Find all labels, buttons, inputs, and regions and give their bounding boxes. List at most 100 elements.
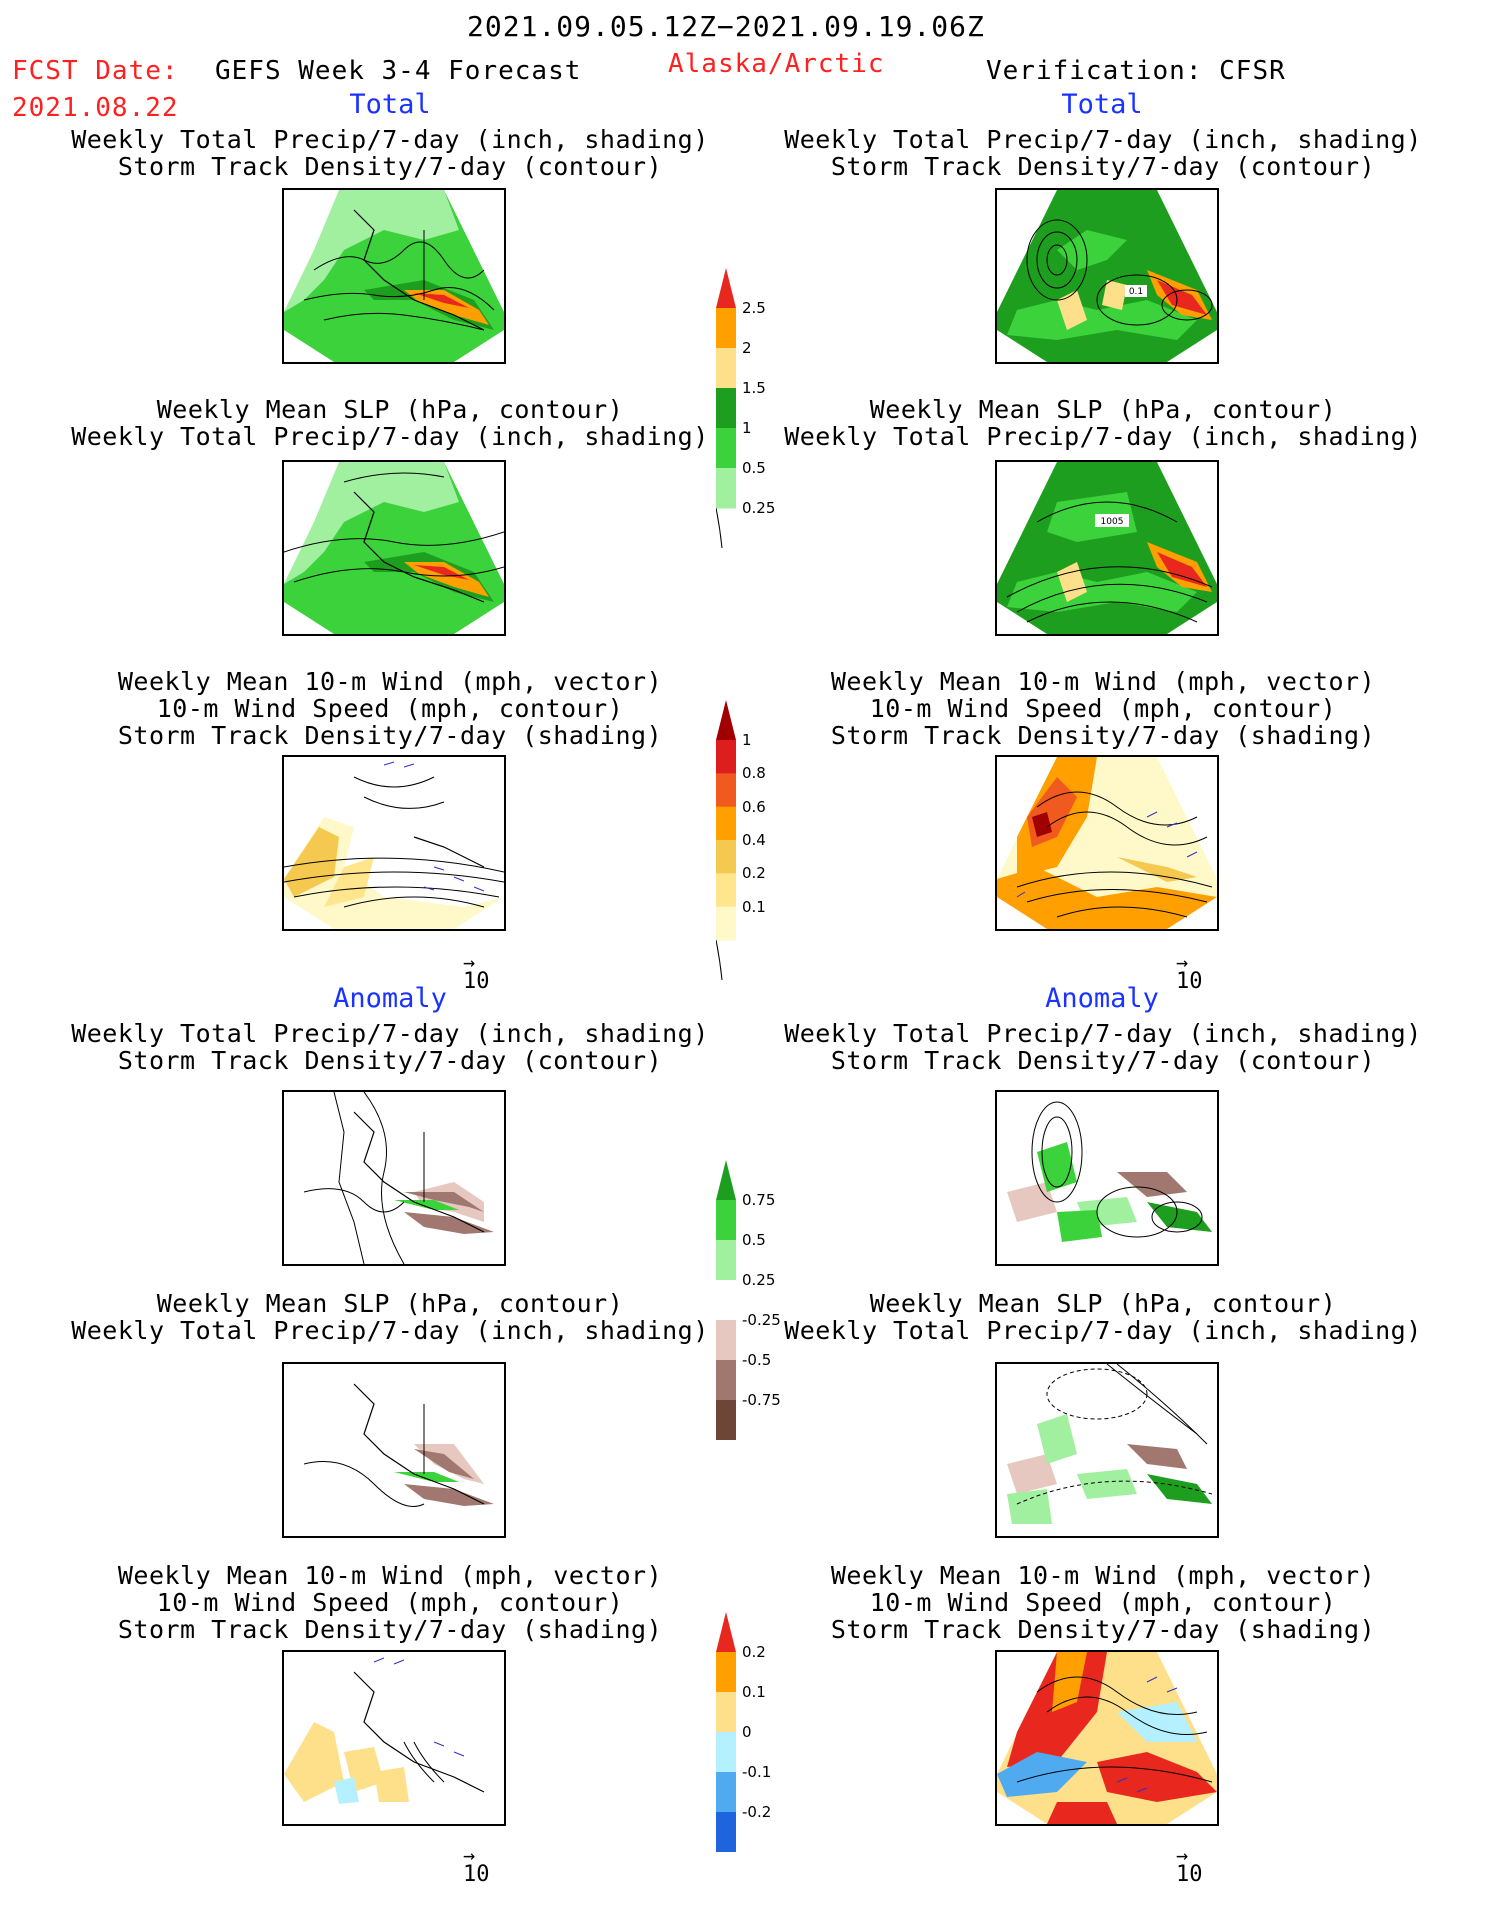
colorbar-tail <box>716 939 723 980</box>
title-line: 10-m Wind Speed (mph, contour) <box>869 694 1337 723</box>
title-line: Weekly Mean SLP (hPa, contour) <box>156 395 624 424</box>
colorbar-tick-label: 0.8 <box>742 764 766 783</box>
map-total-precip-forecast <box>282 188 506 364</box>
panel-title-anom-precip-left: Weekly Total Precip/7-day (inch, shading… <box>40 1020 740 1074</box>
contour-label: 1005 <box>1101 517 1124 527</box>
colorbar-swatch <box>716 840 736 874</box>
title-line: Weekly Mean 10-m Wind (mph, vector) <box>830 667 1376 696</box>
vector-reference-label: 10 <box>1176 1862 1203 1887</box>
map-anom-slp-forecast <box>282 1362 506 1538</box>
panel-title-total-slp-right: Weekly Mean SLP (hPa, contour) Weekly To… <box>753 396 1453 450</box>
colorbar-swatch <box>716 1280 736 1321</box>
title-line: Weekly Mean 10-m Wind (mph, vector) <box>117 667 663 696</box>
arrow-right-icon: → <box>1176 950 1189 974</box>
vector-reference-label: 10 <box>463 969 490 994</box>
title-line: Weekly Total Precip/7-day (inch, shading… <box>71 1019 709 1048</box>
colorbar-tick-label: 1.5 <box>742 379 766 397</box>
section-total-left: Total <box>349 89 431 120</box>
colorbar-swatch <box>716 1812 736 1852</box>
colorbar-tick-label: 0.5 <box>742 459 766 477</box>
colorbar-tick-label: 1 <box>742 419 752 437</box>
panel-title-anom-slp-right: Weekly Mean SLP (hPa, contour) Weekly To… <box>753 1290 1453 1344</box>
colorbar-graphic <box>716 1612 736 1852</box>
map-anom-wind-verification <box>995 1650 1219 1826</box>
title-line: Storm Track Density/7-day (shading) <box>830 1615 1376 1644</box>
colorbar-swatch <box>716 1200 736 1241</box>
panel-title-total-precip-left: Weekly Total Precip/7-day (inch, shading… <box>40 126 740 180</box>
colorbar-tick-label: 0.1 <box>742 1683 766 1701</box>
colorbar-swatch <box>716 806 736 841</box>
colorbar-swatch <box>716 1732 736 1773</box>
colorbar-graphic <box>716 268 736 548</box>
panel-title-total-wind-right: Weekly Mean 10-m Wind (mph, vector) 10-m… <box>753 668 1453 749</box>
map-anom-precip-forecast <box>282 1090 506 1266</box>
vector-reference-total-right: → 10 <box>1176 950 1203 994</box>
colorbar-swatch <box>716 1772 736 1813</box>
colorbar-swatch <box>716 873 736 908</box>
vector-reference-anom-right: → 10 <box>1176 1843 1203 1887</box>
panel-title-anom-wind-right: Weekly Mean 10-m Wind (mph, vector) 10-m… <box>753 1562 1453 1643</box>
map-total-slp-verification: 1005 <box>995 460 1219 636</box>
colorbar-tick-label: 1 <box>742 731 752 749</box>
colorbar-swatch <box>716 428 736 469</box>
title-line: Storm Track Density/7-day (shading) <box>830 721 1376 750</box>
arrow-right-icon: → <box>463 950 476 974</box>
colorbar-tick-label: 0.5 <box>742 1231 766 1249</box>
map-anom-precip-verification <box>995 1090 1219 1266</box>
title-line: Weekly Total Precip/7-day (inch, shading… <box>71 1316 709 1345</box>
colorbar-tick-label: -0.75 <box>742 1391 781 1409</box>
colorbar-tick-label: 0.1 <box>742 897 766 916</box>
colorbar-tick-label: 2.5 <box>742 299 766 317</box>
title-line: Weekly Mean 10-m Wind (mph, vector) <box>117 1561 663 1590</box>
colorbar-cap <box>716 1160 736 1200</box>
title-line: Weekly Total Precip/7-day (inch, shading… <box>784 1019 1422 1048</box>
colorbar-tick-label: 0.2 <box>742 1643 766 1661</box>
title-line: Weekly Mean SLP (hPa, contour) <box>869 1289 1337 1318</box>
map-anom-wind-forecast <box>282 1650 506 1826</box>
colorbar-storm-total: 1 0.8 0.6 0.4 0.2 0.1 <box>716 700 766 980</box>
title-line: Storm Track Density/7-day (contour) <box>830 152 1376 181</box>
title-line: Storm Track Density/7-day (contour) <box>117 1046 663 1075</box>
vector-reference-total-left: → 10 <box>463 950 490 994</box>
section-total-right: Total <box>1061 89 1143 120</box>
title-line: Weekly Total Precip/7-day (inch, shading… <box>784 125 1422 154</box>
arrow-right-icon: → <box>1176 1843 1189 1867</box>
colorbar-swatch <box>716 906 736 941</box>
title-line: 10-m Wind Speed (mph, contour) <box>869 1588 1337 1617</box>
colorbar-tick-label: 0.6 <box>742 797 766 816</box>
title-line: Weekly Mean SLP (hPa, contour) <box>156 1289 624 1318</box>
title-line: Weekly Total Precip/7-day (inch, shading… <box>71 422 709 451</box>
colorbar-swatch <box>716 348 736 389</box>
map-total-wind-verification <box>995 755 1219 931</box>
arrow-right-icon: → <box>463 1843 476 1867</box>
panel-title-anom-wind-left: Weekly Mean 10-m Wind (mph, vector) 10-m… <box>40 1562 740 1643</box>
colorbar-cap <box>716 700 736 740</box>
panel-title-total-precip-right: Weekly Total Precip/7-day (inch, shading… <box>753 126 1453 180</box>
colorbar-tail <box>716 507 723 548</box>
colorbar-tick-label: 0.25 <box>742 499 776 517</box>
contour-label: 0.1 <box>1129 287 1143 297</box>
title-line: Storm Track Density/7-day (shading) <box>117 1615 663 1644</box>
colorbar-swatch <box>716 1320 736 1361</box>
title-line: Weekly Mean SLP (hPa, contour) <box>869 395 1337 424</box>
colorbar-swatch <box>716 1652 736 1693</box>
map-total-wind-forecast <box>282 755 506 931</box>
section-anomaly-left: Anomaly <box>333 983 447 1014</box>
map-total-precip-verification: 0.1 <box>995 188 1219 364</box>
colorbar-cap <box>716 1612 736 1652</box>
fcst-date-label: FCST Date: <box>12 56 179 86</box>
region-title: Alaska/Arctic <box>668 49 885 79</box>
colorbar-tick-label: -0.25 <box>742 1311 781 1329</box>
colorbar-tick-label: 0.2 <box>742 864 766 883</box>
panel-title-total-slp-left: Weekly Mean SLP (hPa, contour) Weekly To… <box>40 396 740 450</box>
title-line: Storm Track Density/7-day (contour) <box>830 1046 1376 1075</box>
colorbar-tick-label: 0 <box>742 1723 752 1741</box>
colorbar-swatch <box>716 740 736 774</box>
verification-title: Verification: CFSR <box>986 56 1286 86</box>
colorbar-swatch <box>716 1692 736 1733</box>
colorbar-swatch <box>716 1240 736 1281</box>
panel-title-anom-precip-right: Weekly Total Precip/7-day (inch, shading… <box>753 1020 1453 1074</box>
colorbar-tick-label: 2 <box>742 339 752 357</box>
title-line: Weekly Total Precip/7-day (inch, shading… <box>71 125 709 154</box>
map-total-slp-forecast <box>282 460 506 636</box>
